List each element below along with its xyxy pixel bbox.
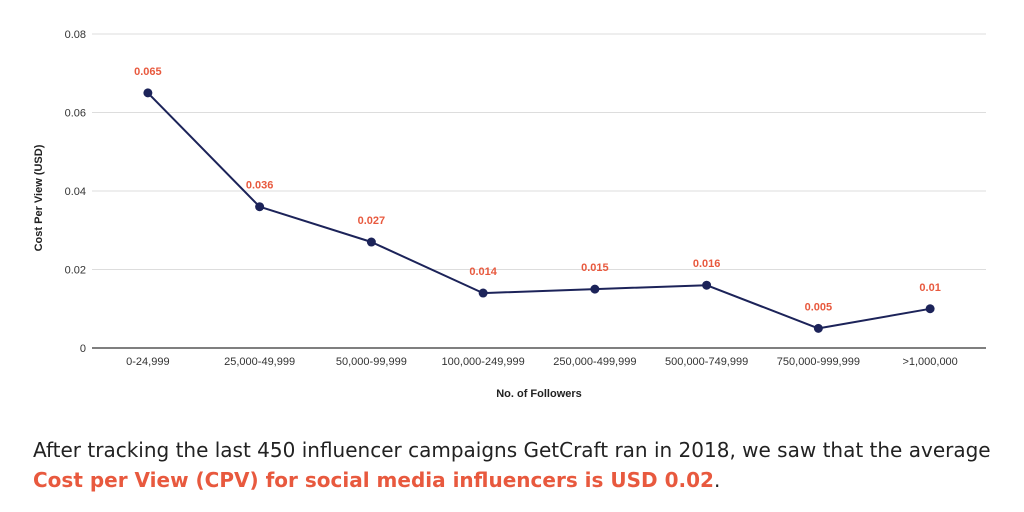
line-chart: 0 0.02 0.04 0.06 0.08 0-24,999 25,000-49,999 5… <box>33 29 986 400</box>
data-label: 0.065 <box>134 66 162 78</box>
y-tick-label: 0.08 <box>65 29 86 41</box>
x-tick-label: 500,000-749,999 <box>665 356 748 368</box>
caption-highlight: Cost per View (CPV) for social media inf… <box>33 468 714 492</box>
caption-text: After tracking the last 450 influencer c… <box>33 435 993 495</box>
y-tick-label: 0.02 <box>65 265 86 277</box>
y-tick-labels: 0 0.02 0.04 0.06 0.08 <box>65 29 86 355</box>
y-tick-label: 0.06 <box>65 108 86 120</box>
data-label: 0.014 <box>469 266 497 278</box>
series-line-path <box>147 92 931 330</box>
data-label: 0.027 <box>358 215 386 227</box>
series-line <box>147 92 931 330</box>
y-axis-title: Cost Per View (USD) <box>33 144 45 251</box>
data-label: 0.016 <box>693 258 721 270</box>
x-tick-label: 0-24,999 <box>126 356 169 368</box>
data-point <box>143 88 153 98</box>
y-tick-label: 0.04 <box>65 186 86 198</box>
data-label: 0.005 <box>805 301 833 313</box>
data-point <box>702 280 712 290</box>
data-label: 0.036 <box>246 180 274 192</box>
data-point <box>925 304 935 314</box>
x-tick-label: 250,000-499,999 <box>553 356 636 368</box>
caption-lead: After tracking the last 450 influencer c… <box>33 438 991 462</box>
data-point <box>813 323 823 333</box>
y-tick-label: 0 <box>80 343 86 355</box>
gridlines <box>92 33 986 349</box>
data-point <box>478 288 488 298</box>
x-tick-label: 750,000-999,999 <box>777 356 860 368</box>
x-tick-label: >1,000,000 <box>902 356 957 368</box>
data-points <box>143 88 935 333</box>
data-point <box>590 284 600 294</box>
data-label: 0.015 <box>581 262 609 274</box>
x-tick-label: 100,000-249,999 <box>442 356 525 368</box>
x-tick-label: 50,000-99,999 <box>336 356 407 368</box>
x-axis-title: No. of Followers <box>496 388 582 400</box>
data-point <box>366 237 376 247</box>
data-labels: 0.065 0.036 0.027 0.014 0.015 0.016 0.005 0.01 <box>134 66 941 314</box>
x-tick-labels: 0-24,999 25,000-49,999 50,000-99,999 100,00… <box>126 356 958 368</box>
x-tick-label: 25,000-49,999 <box>224 356 295 368</box>
caption-end: . <box>713 468 721 492</box>
data-label: 0.01 <box>919 282 940 294</box>
data-point <box>255 202 265 212</box>
